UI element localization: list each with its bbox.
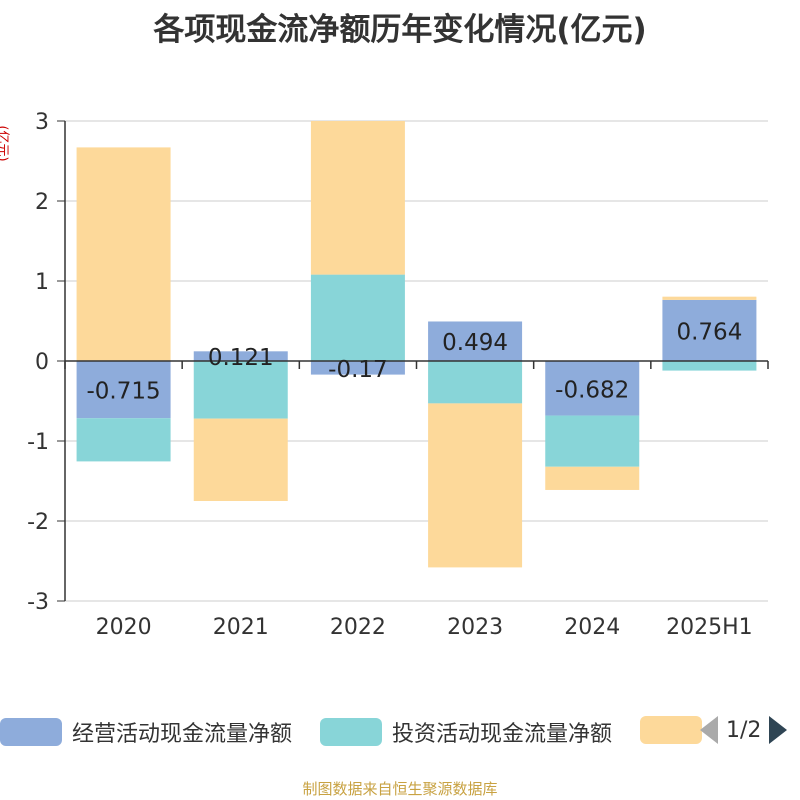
bar-series0-2020 <box>76 361 171 419</box>
data-label: -0.682 <box>555 377 629 403</box>
data-label: 0.494 <box>442 330 508 356</box>
chart-title: 各项现金流净额历年变化情况(亿元) <box>153 12 647 48</box>
bar-series1-2020 <box>76 418 171 462</box>
y-tick-label: 0 <box>35 350 49 375</box>
bar-series2-2024 <box>545 466 640 490</box>
y-tick-label: 1 <box>35 270 49 295</box>
legend-label-operating: 经营活动现金流量净额 <box>72 722 293 747</box>
bar-series0-2021 <box>193 351 288 361</box>
legend-pagination: 1/2 <box>700 716 788 744</box>
page-indicator: 1/2 <box>726 717 762 743</box>
chart-plot: 3 2 1 0 -1 -2 -3 -0.715 0.121 -0.17 0.494 -0.682 0.7… <box>27 110 769 640</box>
bar-series2-2025H1 <box>662 296 757 300</box>
bar-series1-2023 <box>428 361 523 404</box>
bar-series2-2023 <box>428 403 523 568</box>
y-tick-label: -2 <box>27 510 49 535</box>
legend: 经营活动现金流量净额 投资活动现金流量净额 <box>0 716 800 752</box>
legend-label-investing: 投资活动现金流量净额 <box>392 722 613 747</box>
x-tick-label: 2024 <box>564 615 620 640</box>
data-label: -0.715 <box>87 379 161 405</box>
y-tick-label: -3 <box>27 590 49 615</box>
legend-swatch-third <box>640 716 702 744</box>
legend-swatch-operating <box>0 718 62 746</box>
x-tick-label: 2023 <box>447 615 503 640</box>
legend-item-third[interactable] <box>640 716 702 744</box>
bar-series0-2025H1 <box>662 299 757 361</box>
x-tick-label: 2022 <box>330 615 386 640</box>
prev-page-icon[interactable] <box>700 716 718 744</box>
bar-series2-2020 <box>76 147 171 361</box>
legend-swatch-investing <box>320 718 382 746</box>
bar-series0-2024 <box>545 361 640 416</box>
bar-series1-2025H1 <box>662 361 757 371</box>
y-tick-label: 2 <box>35 190 49 215</box>
x-tick-label: 2025H1 <box>666 615 753 640</box>
bar-series1-2021 <box>193 361 288 419</box>
y-tick-label: -1 <box>27 430 49 455</box>
data-label: 0.764 <box>676 319 742 345</box>
bar-series2-2022 <box>310 121 405 275</box>
legend-item-operating[interactable]: 经营活动现金流量净额 <box>0 716 292 748</box>
next-page-icon[interactable] <box>769 716 788 744</box>
bar-series2-2021 <box>193 418 288 501</box>
bar-series1-2024 <box>545 415 640 467</box>
x-tick-label: 2021 <box>213 615 269 640</box>
x-tick-label: 2020 <box>96 615 152 640</box>
legend-item-investing[interactable]: 投资活动现金流量净额 <box>320 716 612 748</box>
data-label: 0.121 <box>208 345 274 371</box>
data-label: -0.17 <box>328 357 388 383</box>
bar-series0-2023 <box>428 321 523 361</box>
bar-series1-2022 <box>310 274 405 361</box>
y-tick-label: 3 <box>35 110 49 135</box>
source-footer: 制图数据来自恒生聚源数据库 <box>302 780 498 798</box>
bar-series0-2022 <box>310 361 405 375</box>
